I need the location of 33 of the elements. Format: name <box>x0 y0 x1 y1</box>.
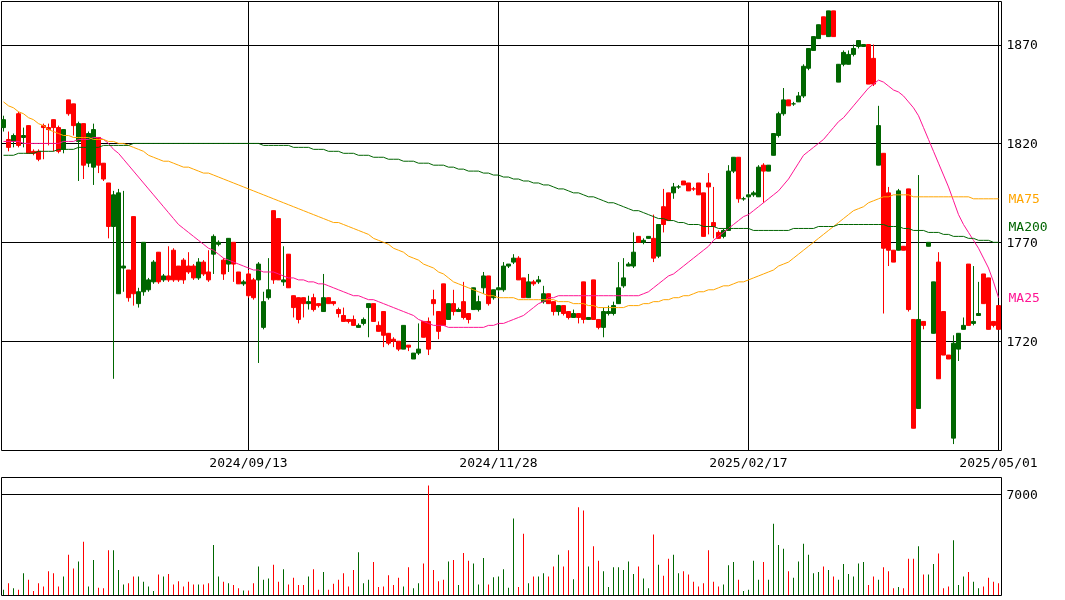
x-tick-label: 2025/05/01 <box>959 454 1038 470</box>
candlestick <box>266 257 271 301</box>
candlestick <box>256 261 261 364</box>
candlestick <box>706 172 711 235</box>
candlestick <box>6 131 11 152</box>
candlestick <box>761 162 766 204</box>
y-tick-label: 1720 <box>1006 333 1038 349</box>
y-tick-label: 1820 <box>1006 135 1038 151</box>
y-tick-label: 1770 <box>1006 234 1038 250</box>
candlestick <box>321 273 326 313</box>
y-tick-label: 7000 <box>1006 486 1038 502</box>
candlestick <box>231 241 236 283</box>
candlestick <box>196 257 201 281</box>
candlestick <box>451 289 456 316</box>
candlestick <box>651 214 656 263</box>
candlestick <box>526 273 531 299</box>
series-label: MA75 <box>1008 190 1040 206</box>
candlestick <box>401 324 406 350</box>
candlestick <box>621 257 626 289</box>
candlestick <box>366 303 371 338</box>
candlestick <box>21 127 26 148</box>
candlestick <box>976 281 981 316</box>
candlestick <box>616 261 621 305</box>
x-tick-label: 2024/11/28 <box>459 454 538 470</box>
candlestick <box>971 265 976 326</box>
x-tick-label: 2024/09/13 <box>209 454 288 470</box>
x-tick-label: 2025/02/17 <box>709 454 788 470</box>
candlestick <box>431 289 436 316</box>
series-label: MA200 <box>1008 219 1048 235</box>
candlestick <box>281 245 286 287</box>
candlestick <box>481 271 486 295</box>
y-tick-label: 1870 <box>1006 37 1038 53</box>
series-label: MA25 <box>1008 289 1040 305</box>
